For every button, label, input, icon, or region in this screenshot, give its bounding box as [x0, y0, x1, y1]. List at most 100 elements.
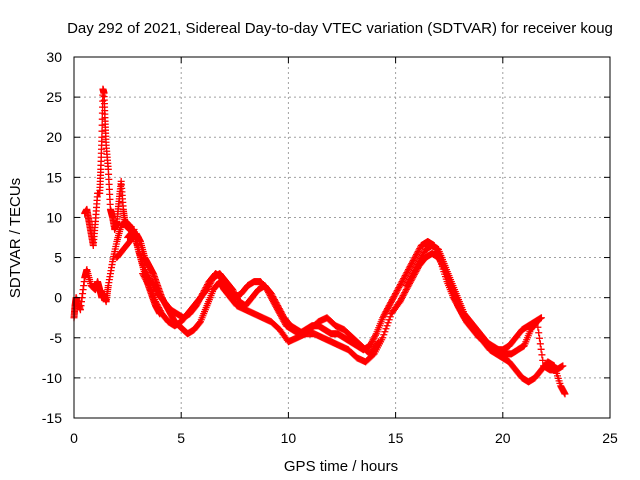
data-point	[272, 299, 280, 307]
data-point	[418, 252, 426, 260]
data-point	[139, 271, 147, 279]
data-point	[413, 262, 421, 270]
data-point	[392, 288, 400, 296]
data-point	[151, 298, 159, 306]
data-point	[270, 296, 278, 304]
data-point	[397, 279, 405, 287]
y-tick-label: -5	[50, 330, 63, 346]
y-tick-label: 0	[54, 290, 62, 306]
data-point	[400, 275, 408, 283]
data-point	[196, 319, 204, 327]
data-point	[380, 312, 388, 320]
data-point	[269, 293, 277, 301]
data-point	[402, 282, 410, 290]
data-point	[388, 297, 396, 305]
data-point	[534, 323, 542, 331]
data-point	[412, 252, 420, 260]
data-point	[273, 300, 281, 308]
data-point	[401, 272, 409, 280]
data-point	[382, 308, 390, 316]
data-point	[205, 283, 213, 291]
data-point	[407, 261, 415, 269]
data-point	[416, 256, 424, 264]
data-point	[408, 271, 416, 279]
x-tick-label: 25	[602, 430, 618, 446]
x-tick-label: 15	[388, 430, 404, 446]
series-track-2	[81, 85, 142, 250]
data-point	[392, 290, 400, 298]
data-point	[380, 311, 388, 319]
data-point	[207, 278, 215, 286]
data-point	[404, 266, 412, 274]
data-point	[403, 269, 411, 277]
data-point	[230, 289, 238, 297]
data-point	[142, 276, 150, 284]
data-point	[408, 258, 416, 266]
data-point	[406, 276, 414, 284]
data-point	[399, 276, 407, 284]
data-point	[156, 307, 164, 315]
data-point	[411, 265, 419, 273]
data-point	[536, 334, 544, 342]
y-tick-label: 15	[46, 169, 62, 185]
data-point	[381, 309, 389, 317]
y-tick-label: 10	[46, 209, 62, 225]
chart-title: Day 292 of 2021, Sidereal Day-to-day VTE…	[67, 20, 613, 37]
data-point	[274, 302, 282, 310]
data-point	[208, 277, 216, 285]
data-point	[404, 279, 412, 287]
data-point	[400, 290, 408, 298]
data-point	[229, 286, 237, 294]
data-point	[407, 273, 415, 281]
data-point	[279, 311, 287, 319]
y-tick-label: -10	[42, 370, 62, 386]
data-point	[418, 253, 426, 261]
y-tick-label: 25	[46, 89, 62, 105]
data-point	[370, 334, 378, 342]
data-point	[152, 299, 160, 307]
data-point	[229, 287, 237, 295]
series-track-7	[396, 250, 569, 398]
data-point	[371, 333, 379, 341]
data-point	[271, 297, 279, 305]
data-point	[399, 292, 407, 300]
data-point	[411, 254, 419, 262]
data-point	[389, 294, 397, 302]
y-axis-label: SDTVAR / TECUs	[7, 178, 24, 298]
data-point	[415, 246, 423, 254]
data-point	[403, 280, 411, 288]
data-point	[535, 329, 543, 337]
data-point	[401, 289, 409, 297]
data-point	[203, 286, 211, 294]
data-point	[384, 303, 392, 311]
data-point	[386, 300, 394, 308]
data-point	[559, 362, 567, 370]
data-point	[268, 291, 276, 299]
data-point	[406, 274, 414, 282]
data-point	[539, 356, 547, 364]
data-point	[141, 266, 149, 274]
data-point	[379, 314, 387, 322]
x-axis-ticks: 0 5 10 15 20 25	[70, 57, 618, 446]
data-point	[267, 290, 275, 298]
data-point	[386, 313, 394, 321]
data-point	[405, 264, 413, 272]
data-point	[420, 249, 428, 257]
data-point	[561, 390, 569, 398]
data-point	[143, 279, 151, 287]
data-point	[369, 336, 377, 344]
data-point	[536, 340, 544, 348]
data-point	[155, 304, 163, 312]
data-point	[405, 277, 413, 285]
data-point	[139, 270, 147, 278]
data-point	[409, 270, 417, 278]
y-tick-label: 30	[46, 49, 62, 65]
data-point	[408, 260, 416, 268]
data-point	[410, 268, 418, 276]
data-point	[419, 250, 427, 258]
series-track-8	[402, 242, 545, 354]
y-tick-label: 20	[46, 129, 62, 145]
data-point	[153, 301, 161, 309]
data-point	[396, 282, 404, 290]
data-point	[231, 290, 239, 298]
